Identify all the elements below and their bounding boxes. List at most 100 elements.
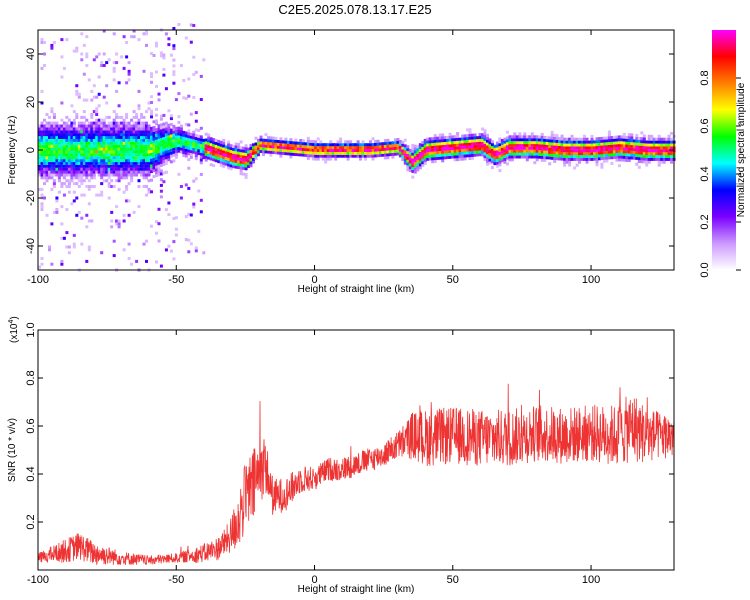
- spectrogram-cell: [239, 157, 243, 161]
- spectrogram-cell: [187, 135, 191, 139]
- spectrogram-cell: [396, 138, 400, 141]
- spectrogram-cell: [167, 146, 171, 150]
- spectrogram-cell: [344, 146, 348, 150]
- spectrogram-cell: [127, 121, 131, 125]
- spectrogram-cell: [219, 152, 223, 156]
- spectrogram-cell: [513, 155, 517, 159]
- spectrogram-cell: [381, 142, 385, 146]
- spectrogram-cell: [416, 168, 420, 172]
- spectrogram-cell: [426, 137, 430, 141]
- spectrogram-cell: [85, 55, 89, 59]
- spectrogram-cell: [655, 149, 659, 153]
- spectrogram-cell: [436, 145, 440, 149]
- spectrogram-cell: [120, 130, 124, 134]
- spectrogram-cell: [75, 164, 79, 168]
- spectrogram-cell: [533, 161, 537, 165]
- spectrogram-cell: [147, 164, 151, 168]
- spectrogram-cell: [321, 149, 325, 152]
- spectrogram-cell: [262, 141, 265, 145]
- spectrogram-cell: [43, 159, 46, 163]
- spectrogram-cell: [142, 167, 146, 171]
- spectrogram-cell: [438, 142, 442, 146]
- spectrogram-cell: [67, 133, 71, 137]
- spectrogram-cell: [125, 167, 129, 171]
- spectrogram-cell: [197, 143, 201, 147]
- spectrogram-cell: [605, 136, 609, 140]
- spectrogram-cell: [346, 157, 350, 161]
- spectrogram-cell: [461, 143, 465, 147]
- spectrogram-cell: [150, 147, 153, 151]
- spectrogram-cell: [640, 148, 644, 152]
- spectrogram-cell: [528, 138, 532, 142]
- spectrogram-cell: [635, 136, 639, 140]
- spectrogram-cell: [67, 156, 71, 160]
- y-tick-label: -20: [25, 190, 37, 206]
- spectrogram-cell: [369, 140, 372, 144]
- spectrogram-cell: [189, 138, 193, 142]
- spectrogram-cell: [274, 145, 278, 149]
- spectrogram-cell: [95, 193, 99, 197]
- spectrogram-cell: [60, 153, 64, 157]
- spectrogram-cell: [97, 164, 101, 168]
- spectrogram-cell: [299, 153, 303, 157]
- spectrogram-cell: [150, 95, 153, 99]
- spectrogram-cell: [488, 155, 492, 159]
- spectrogram-cell: [60, 55, 64, 59]
- spectrogram-cell: [127, 147, 131, 151]
- spectrogram-cell: [43, 133, 46, 137]
- spectrogram-cell: [493, 147, 497, 151]
- spectrogram-cell: [50, 173, 54, 177]
- spectrogram-cell: [299, 144, 303, 148]
- spectrogram-cell: [90, 219, 94, 223]
- spectrogram-cell: [150, 141, 153, 145]
- spectrogram-cell: [535, 158, 539, 162]
- spectrogram-cell: [45, 153, 49, 157]
- spectrogram-cell: [145, 153, 148, 157]
- spectrogram-cell: [662, 143, 666, 147]
- spectrogram-cell: [538, 138, 542, 142]
- spectrogram-cell: [117, 130, 121, 134]
- spectrogram-cell: [336, 140, 340, 144]
- spectrogram-cell: [635, 151, 639, 155]
- spectrogram-cell: [43, 173, 46, 177]
- spectrogram-cell: [75, 84, 79, 88]
- colorbar-tick-label: 0.6: [699, 118, 711, 133]
- spectrogram-cell: [67, 141, 71, 145]
- spectrogram-cell: [607, 133, 611, 137]
- spectrogram-cell: [374, 140, 377, 143]
- y-tick-label: 40: [25, 48, 37, 60]
- spectrogram-cell: [87, 124, 91, 128]
- spectrogram-cell: [535, 138, 539, 142]
- spectrogram-cell: [132, 121, 136, 125]
- spectrogram-cell: [550, 142, 554, 146]
- spectrogram-cell: [137, 153, 141, 157]
- spectrogram-cell: [232, 150, 236, 154]
- spectrogram-cell: [157, 98, 161, 102]
- spectrogram-cell: [117, 225, 121, 229]
- spectrogram-cell: [259, 138, 263, 142]
- spectrogram-cell: [598, 157, 601, 161]
- spectrogram-cell: [383, 156, 387, 160]
- spectrogram-cell: [147, 127, 151, 131]
- spectrogram-cell: [351, 151, 355, 155]
- spectrogram-cell: [418, 143, 422, 147]
- spectrogram-cell: [448, 132, 452, 136]
- spectrogram-cell: [560, 146, 564, 150]
- spectrogram-cell: [162, 73, 166, 77]
- spectrogram-cell: [493, 156, 497, 160]
- spectrogram-cell: [428, 148, 432, 152]
- spectrogram-cell: [281, 151, 285, 155]
- spectrogram-cell: [117, 144, 121, 148]
- spectrogram-cell: [525, 158, 529, 162]
- spectrogram-cell: [70, 159, 74, 163]
- spectrogram-cell: [458, 152, 462, 156]
- spectrogram-cell: [137, 89, 141, 93]
- spectrogram-cell: [87, 127, 91, 131]
- spectrogram-cell: [481, 153, 484, 157]
- spectrogram-cell: [453, 158, 457, 162]
- spectrogram-cell: [52, 121, 56, 125]
- spectrogram-cell: [525, 155, 529, 159]
- spectrogram-cell: [125, 156, 129, 160]
- spectrogram-cell: [75, 136, 79, 139]
- spectrogram-cell: [508, 143, 512, 147]
